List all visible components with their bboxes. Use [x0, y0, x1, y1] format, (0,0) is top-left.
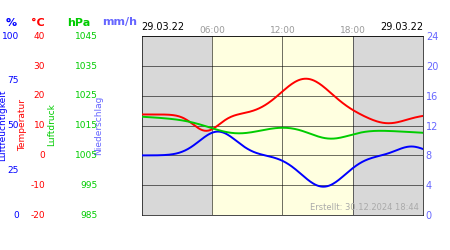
- Text: Niederschlag: Niederschlag: [94, 95, 104, 155]
- Text: Erstellt: 30.12.2024 18:44: Erstellt: 30.12.2024 18:44: [310, 204, 418, 212]
- Text: 40: 40: [34, 32, 45, 41]
- Text: -20: -20: [31, 210, 45, 220]
- Text: 1045: 1045: [75, 32, 98, 41]
- Text: 0: 0: [13, 210, 19, 220]
- Text: mm/h: mm/h: [102, 18, 137, 28]
- Text: 1005: 1005: [75, 151, 98, 160]
- Text: -10: -10: [30, 181, 45, 190]
- Text: 29.03.22: 29.03.22: [142, 22, 185, 32]
- Text: 1015: 1015: [75, 121, 98, 130]
- Text: 25: 25: [8, 166, 19, 175]
- Text: 29.03.22: 29.03.22: [380, 22, 423, 32]
- Text: 0: 0: [39, 151, 45, 160]
- Bar: [212, 36, 353, 215]
- Text: 100: 100: [2, 32, 19, 41]
- Text: Temperatur: Temperatur: [18, 99, 27, 151]
- Text: 50: 50: [7, 121, 19, 130]
- Text: 1025: 1025: [75, 91, 98, 100]
- Text: 75: 75: [7, 76, 19, 86]
- Text: 985: 985: [81, 210, 98, 220]
- Text: °C: °C: [32, 18, 45, 28]
- Text: Luftfeuchtigkeit: Luftfeuchtigkeit: [0, 89, 7, 161]
- Text: Luftdruck: Luftdruck: [47, 104, 56, 146]
- Text: 20: 20: [34, 91, 45, 100]
- Text: 1035: 1035: [75, 62, 98, 70]
- Text: hPa: hPa: [67, 18, 90, 28]
- Text: 30: 30: [33, 62, 45, 70]
- Text: 995: 995: [81, 181, 98, 190]
- Text: 10: 10: [33, 121, 45, 130]
- Text: %: %: [6, 18, 17, 28]
